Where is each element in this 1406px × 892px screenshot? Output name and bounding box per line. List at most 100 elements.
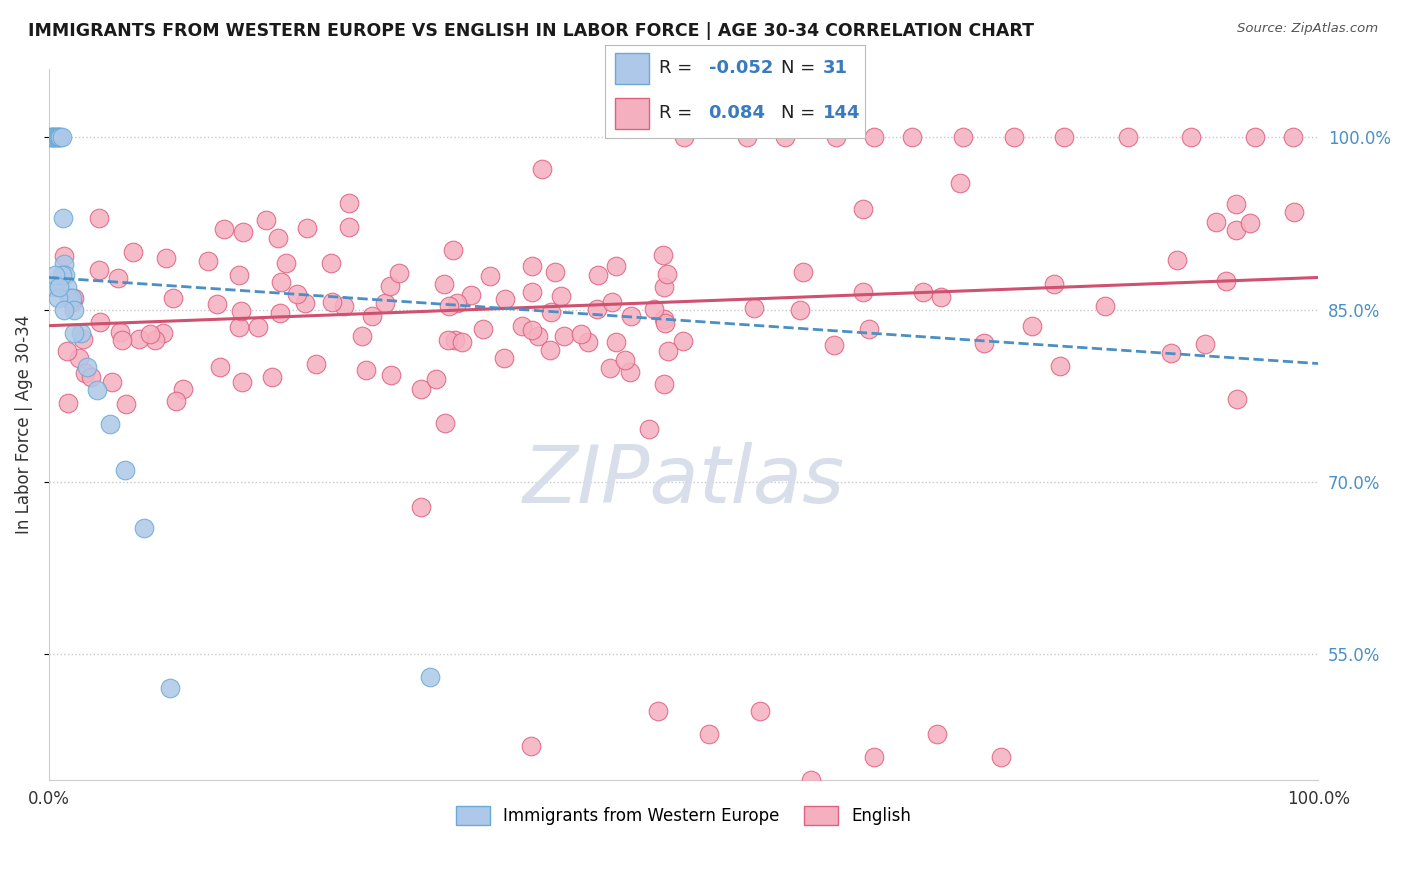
Point: [494, 292, 516, 306]
Text: ZIPatlas: ZIPatlas: [523, 442, 845, 520]
Point: [748, 705, 770, 719]
Point: [44, 268, 66, 282]
Point: [789, 302, 811, 317]
Point: [1049, 359, 1071, 373]
FancyBboxPatch shape: [614, 98, 648, 129]
Point: [1194, 337, 1216, 351]
Point: [321, 295, 343, 310]
Point: [599, 361, 621, 376]
Point: [89, 315, 111, 329]
Point: [63, 302, 86, 317]
Point: [152, 326, 174, 340]
Point: [294, 296, 316, 310]
Point: [419, 670, 441, 684]
Point: [613, 352, 636, 367]
Point: [128, 332, 150, 346]
Point: [267, 231, 290, 245]
Point: [510, 319, 533, 334]
Point: [260, 369, 283, 384]
Point: [929, 290, 952, 304]
Point: [295, 220, 318, 235]
Point: [433, 417, 456, 431]
Point: [374, 296, 396, 310]
Point: [361, 309, 384, 323]
Point: [53, 249, 76, 263]
Point: [212, 221, 235, 235]
Point: [600, 295, 623, 310]
Point: [107, 270, 129, 285]
Point: [111, 333, 134, 347]
Point: [527, 329, 550, 343]
Point: [228, 268, 250, 283]
Point: [80, 370, 103, 384]
Point: [86, 383, 108, 397]
Point: [53, 302, 76, 317]
Point: [1225, 196, 1247, 211]
Point: [108, 325, 131, 339]
Text: IMMIGRANTS FROM WESTERN EUROPE VS ENGLISH IN LABOR FORCE | AGE 30-34 CORRELATION: IMMIGRANTS FROM WESTERN EUROPE VS ENGLIS…: [28, 22, 1035, 40]
Text: Source: ZipAtlas.com: Source: ZipAtlas.com: [1237, 22, 1378, 36]
Point: [901, 130, 924, 145]
Point: [337, 220, 360, 235]
Point: [952, 130, 974, 145]
Point: [53, 257, 76, 271]
Point: [773, 130, 796, 145]
Text: R =: R =: [659, 60, 692, 78]
Point: [472, 321, 495, 335]
Point: [76, 359, 98, 374]
Point: [863, 130, 886, 145]
Point: [520, 259, 543, 273]
Point: [520, 739, 543, 753]
Point: [652, 312, 675, 326]
Point: [101, 375, 124, 389]
Point: [139, 327, 162, 342]
Point: [672, 130, 695, 145]
Point: [409, 500, 432, 514]
Point: [550, 288, 572, 302]
Point: [122, 244, 145, 259]
Point: [654, 377, 676, 392]
Text: 0.084: 0.084: [709, 104, 766, 122]
Point: [852, 202, 875, 217]
Point: [46, 130, 69, 145]
Text: 31: 31: [823, 60, 848, 78]
Legend: Immigrants from Western Europe, English: Immigrants from Western Europe, English: [457, 806, 911, 825]
Text: N =: N =: [782, 60, 815, 78]
Point: [134, 521, 156, 535]
Point: [544, 265, 567, 279]
Point: [446, 296, 468, 310]
Point: [1043, 277, 1066, 292]
Point: [990, 750, 1012, 764]
Point: [520, 285, 543, 299]
Point: [655, 267, 678, 281]
Point: [672, 334, 695, 348]
Text: R =: R =: [659, 104, 692, 122]
Point: [274, 256, 297, 270]
Point: [605, 334, 627, 349]
Point: [39, 130, 62, 145]
Point: [51, 268, 73, 282]
Y-axis label: In Labor Force | Age 30-34: In Labor Force | Age 30-34: [15, 315, 32, 534]
Point: [256, 213, 278, 227]
Point: [1116, 130, 1139, 145]
Point: [172, 382, 194, 396]
Point: [852, 285, 875, 299]
Point: [1180, 130, 1202, 145]
Point: [232, 225, 254, 239]
Point: [231, 304, 253, 318]
Point: [735, 130, 758, 145]
Point: [492, 351, 515, 365]
Point: [44, 130, 66, 145]
Point: [437, 299, 460, 313]
Point: [89, 211, 111, 225]
Point: [155, 251, 177, 265]
Point: [973, 335, 995, 350]
Point: [576, 335, 599, 350]
Point: [479, 268, 502, 283]
Point: [586, 302, 609, 317]
Point: [443, 333, 465, 347]
Point: [60, 291, 83, 305]
Point: [228, 320, 250, 334]
Point: [569, 326, 592, 341]
Point: [1282, 130, 1305, 145]
